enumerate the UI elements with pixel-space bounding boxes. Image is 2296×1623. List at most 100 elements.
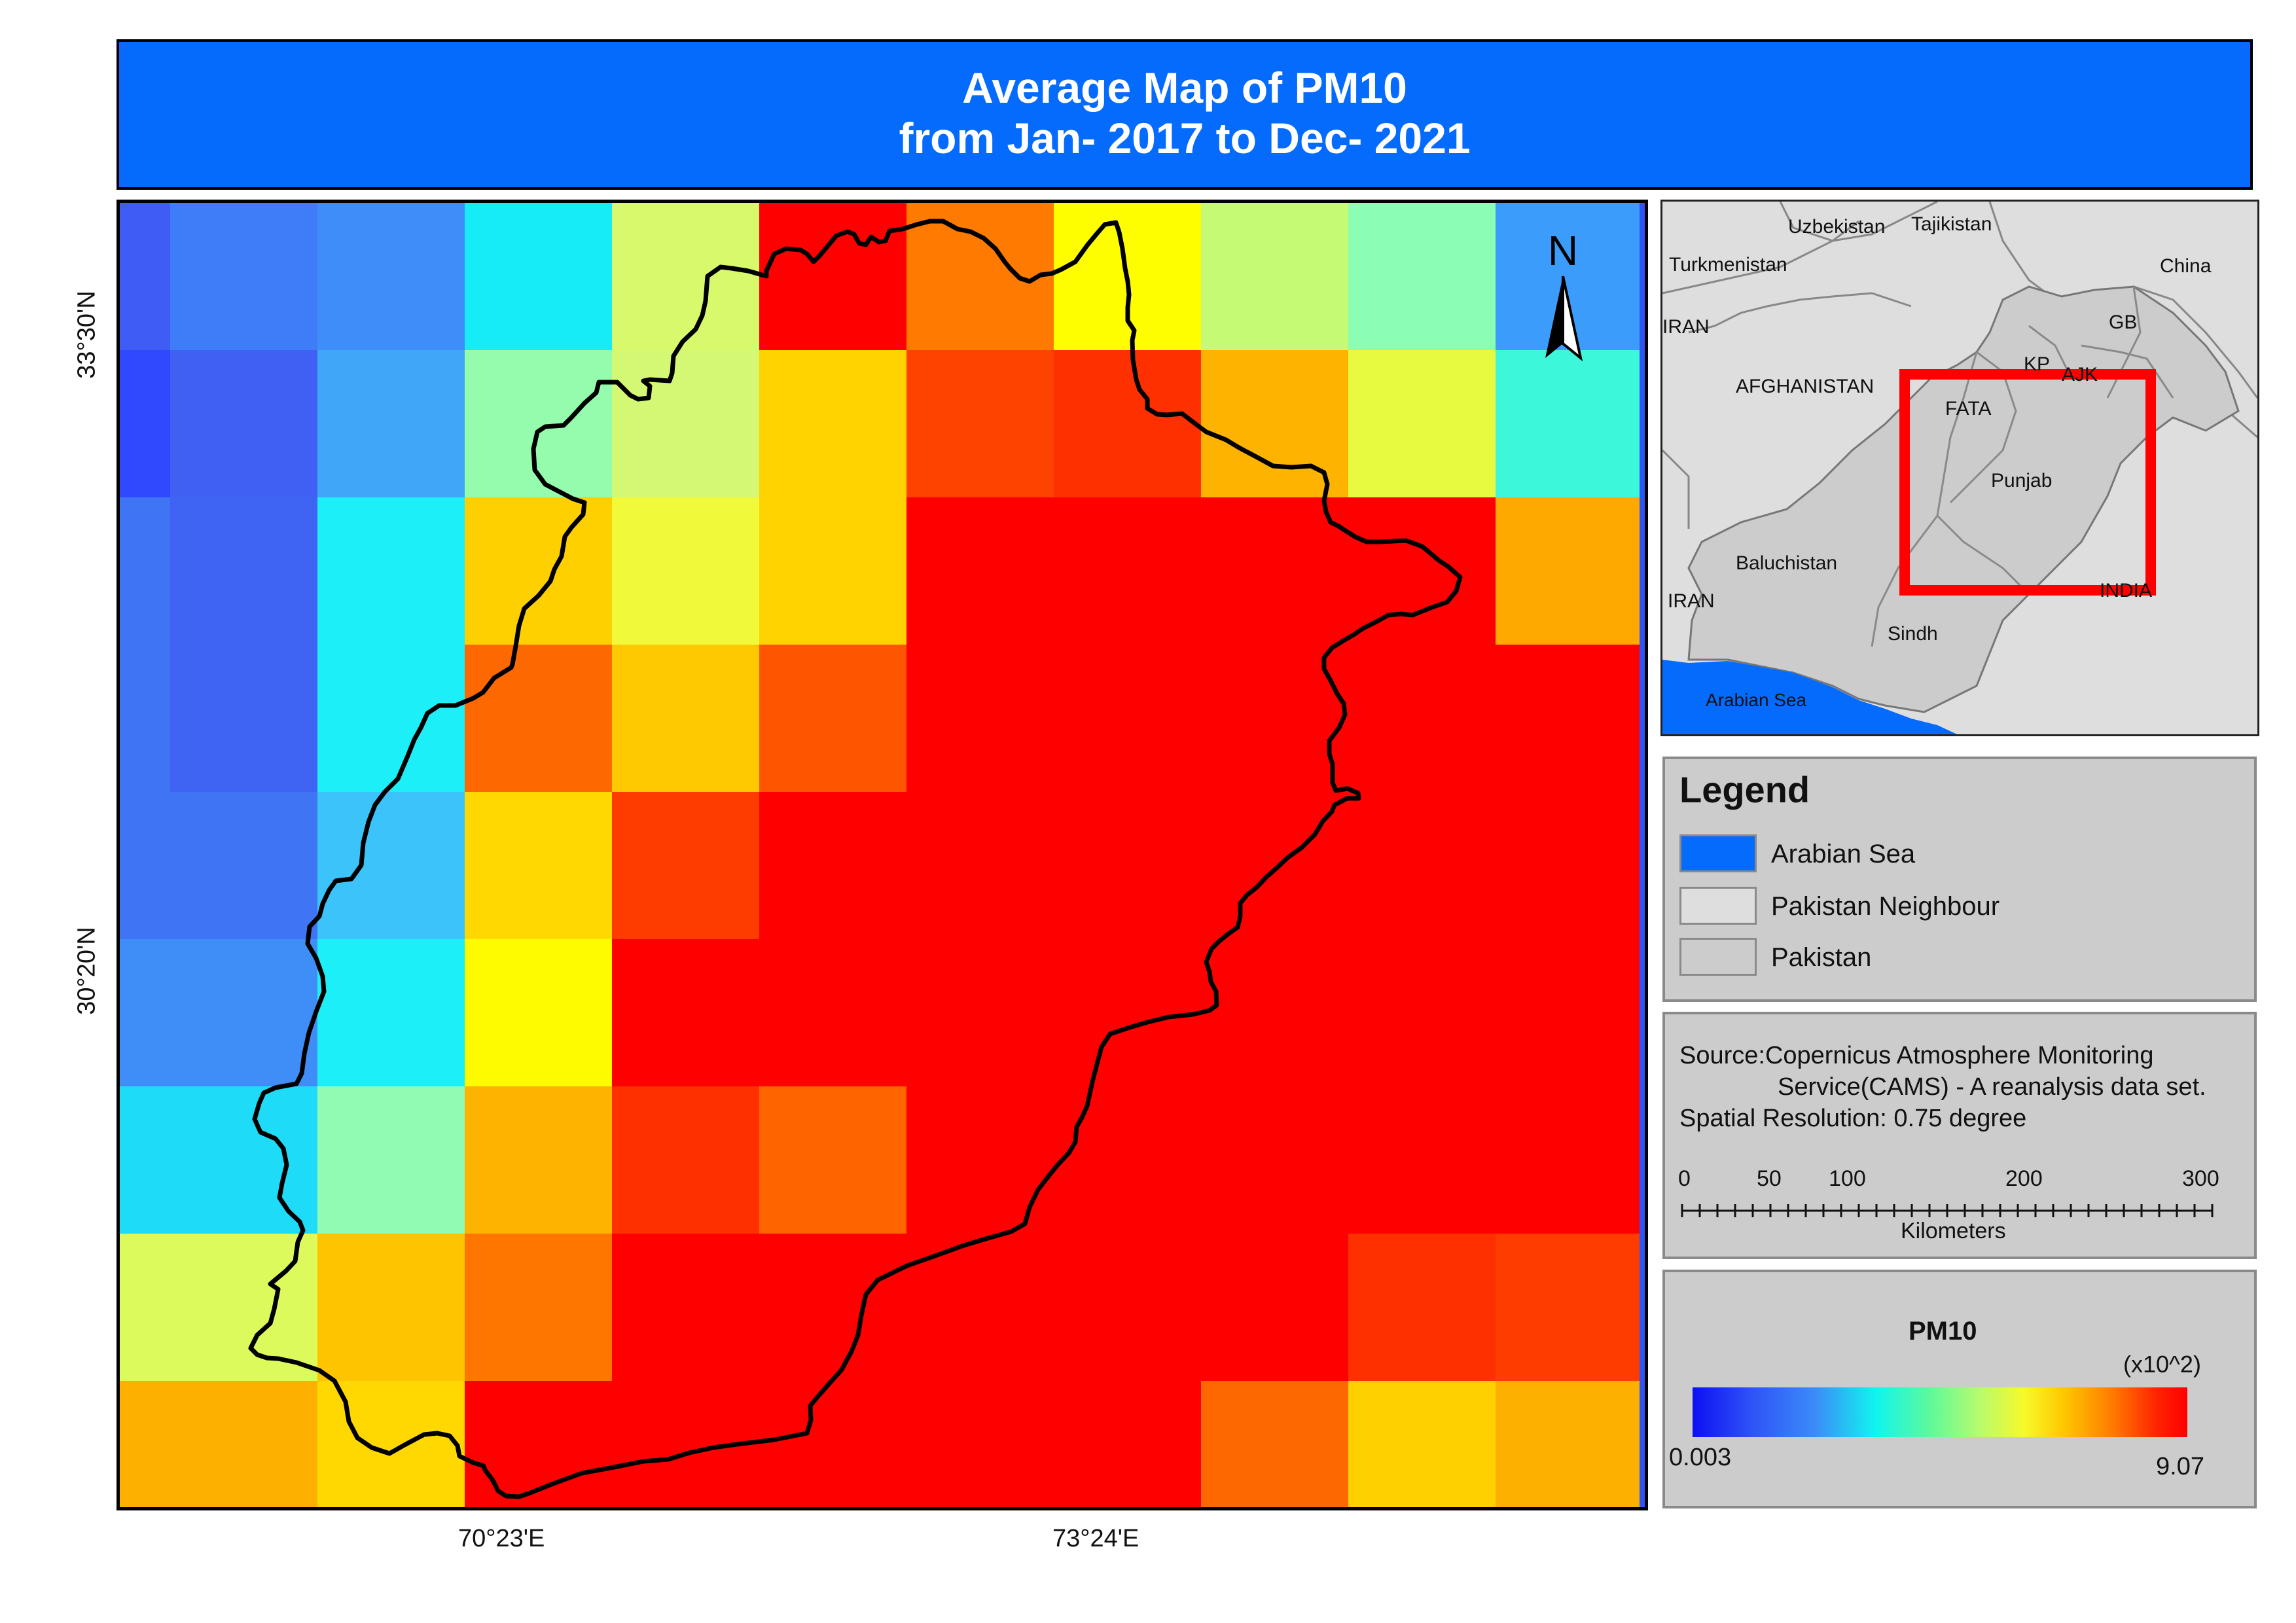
grid-cell xyxy=(906,792,1054,940)
grid-cell xyxy=(1348,939,1496,1087)
colorbar-title: PM10 xyxy=(1909,1317,1977,1346)
grid-cell xyxy=(317,645,465,793)
grid-cell xyxy=(1054,350,1202,498)
grid-cell xyxy=(1348,1086,1496,1234)
label-iran-bottom: IRAN xyxy=(1668,590,1715,612)
source-line3: Spatial Resolution: 0.75 degree xyxy=(1679,1105,2027,1132)
grid-cell xyxy=(317,1381,465,1507)
grid-cell xyxy=(1348,497,1496,645)
label-fata: FATA xyxy=(1945,398,1992,419)
lat-label-top: 33°30'N xyxy=(73,291,101,379)
grid-cell xyxy=(465,1381,613,1507)
grid-cell xyxy=(1496,645,1643,793)
pakistan-shape xyxy=(1687,285,2240,713)
grid-cell xyxy=(612,1234,760,1382)
label-uzbekistan: Uzbekistan xyxy=(1788,216,1886,238)
legend-swatch-arabian-sea xyxy=(1679,834,1757,872)
grid-cell xyxy=(317,203,465,351)
grid-cell xyxy=(465,497,613,645)
source-line2: Service(CAMS) - A reanalysis data set. xyxy=(1778,1073,2206,1101)
grid-cell xyxy=(906,645,1054,793)
grid-cell xyxy=(759,203,907,351)
grid-cell xyxy=(1201,1234,1349,1382)
grid-cell xyxy=(120,939,171,1087)
grid-cell xyxy=(120,645,171,793)
legend-panel: Legend Arabian Sea Pakistan Neighbour Pa… xyxy=(1662,757,2257,1002)
grid-cell xyxy=(1201,939,1349,1087)
legend-item-pakistan: Pakistan xyxy=(1679,938,2242,976)
legend-label-arabian-sea: Arabian Sea xyxy=(1771,840,1916,868)
grid-cell xyxy=(170,203,318,351)
colorbar-panel: PM10 (x10^2) 0.003 9.07 xyxy=(1662,1270,2257,1508)
colorbar-multiplier: (x10^2) xyxy=(2123,1351,2201,1378)
legend-item-arabian-sea: Arabian Sea xyxy=(1679,834,2242,872)
label-baluchistan: Baluchistan xyxy=(1736,552,1838,574)
grid-cell xyxy=(759,1381,907,1507)
grid-cell xyxy=(1496,792,1643,940)
grid-cell xyxy=(1201,645,1349,793)
grid-cell xyxy=(1054,1086,1202,1234)
grid-cell xyxy=(1496,497,1643,645)
grid-cell xyxy=(759,792,907,940)
grid-cell xyxy=(1054,497,1202,645)
label-ajk: AJK xyxy=(2062,364,2098,385)
label-sindh: Sindh xyxy=(1888,623,1938,645)
label-kp: KP xyxy=(2024,353,2051,375)
label-china: China xyxy=(2160,255,2212,277)
label-gb: GB xyxy=(2109,312,2138,333)
grid-cell xyxy=(612,792,760,940)
grid-cell xyxy=(120,203,171,351)
north-arrow-icon: N xyxy=(1545,227,1583,362)
grid-cell xyxy=(1348,350,1496,498)
grid-cell xyxy=(1496,350,1643,498)
grid-cell xyxy=(120,1381,171,1507)
grid-cell xyxy=(1348,203,1496,351)
lon-label-right: 73°24'E xyxy=(1052,1525,1139,1552)
grid-cell xyxy=(317,792,465,940)
grid-cell xyxy=(906,939,1054,1087)
grid-cell xyxy=(1348,1234,1496,1382)
map-title-box: Average Map of PM10 from Jan- 2017 to De… xyxy=(117,39,2253,190)
grid-cell xyxy=(120,350,171,498)
grid-cell xyxy=(120,792,171,940)
scale-bar-line xyxy=(1681,1204,2214,1217)
grid-cell xyxy=(317,497,465,645)
grid-cell xyxy=(170,645,318,793)
grid-cell xyxy=(1496,1381,1643,1507)
grid-cell xyxy=(1496,1234,1643,1382)
grid-cell xyxy=(120,1086,171,1234)
colorbar-max: 9.07 xyxy=(2156,1453,2204,1480)
colorbar-gradient xyxy=(1693,1387,2187,1437)
grid-cell xyxy=(170,792,318,940)
grid-cell xyxy=(170,1086,318,1234)
grid-cell xyxy=(1054,645,1202,793)
grid-cell xyxy=(612,645,760,793)
grid-cell xyxy=(759,645,907,793)
scale-tick-100: 100 xyxy=(1829,1166,1866,1191)
pm10-grid: N xyxy=(120,203,1645,1507)
grid-cell xyxy=(612,203,760,351)
grid-cell xyxy=(465,645,613,793)
map-title-line2: from Jan- 2017 to Dec- 2021 xyxy=(899,114,1471,162)
scale-tick-200: 200 xyxy=(2005,1166,2043,1191)
grid-cell xyxy=(1348,792,1496,940)
grid-cell xyxy=(1201,1086,1349,1234)
grid-cell xyxy=(906,350,1054,498)
grid-cell xyxy=(759,350,907,498)
label-iran-top: IRAN xyxy=(1662,316,1710,338)
grid-cell xyxy=(465,1086,613,1234)
grid-cell xyxy=(317,1234,465,1382)
legend-item-pakistan-neighbour: Pakistan Neighbour xyxy=(1679,887,2242,925)
main-map: N xyxy=(117,200,1648,1510)
grid-cell xyxy=(1201,497,1349,645)
grid-cell xyxy=(906,1086,1054,1234)
grid-cell xyxy=(317,350,465,498)
grid-cell xyxy=(1054,1381,1202,1507)
label-arabian-sea: Arabian Sea xyxy=(1706,690,1807,710)
grid-cell xyxy=(759,939,907,1087)
grid-cell xyxy=(170,939,318,1087)
grid-cell xyxy=(612,497,760,645)
grid-edge-strip xyxy=(1640,203,1645,1507)
label-punjab: Punjab xyxy=(1991,470,2053,491)
grid-cell xyxy=(465,203,613,351)
